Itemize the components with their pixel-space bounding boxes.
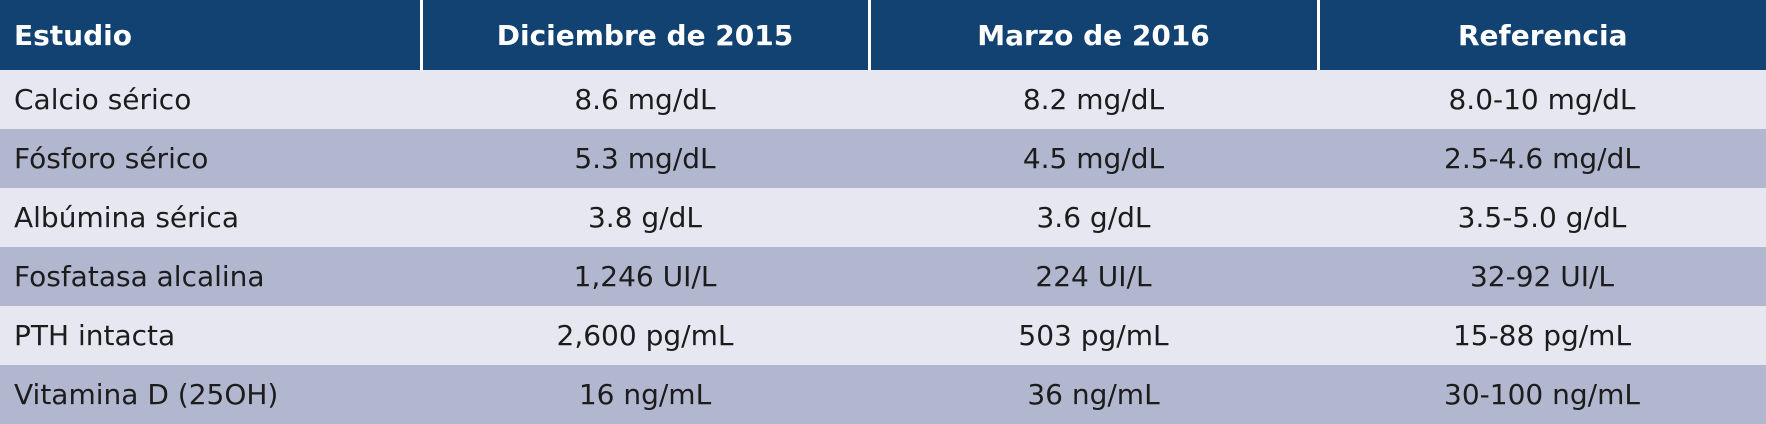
table-cell: 30-100 ng/mL xyxy=(1318,365,1766,424)
table-cell: 224 UI/L xyxy=(869,247,1318,306)
row-label: Fósforo sérico xyxy=(0,129,421,188)
table-cell: 8.6 mg/dL xyxy=(421,70,869,129)
table-row: Fósforo sérico 5.3 mg/dL 4.5 mg/dL 2.5-4.6 … xyxy=(0,129,1766,188)
table-cell: 1,246 UI/L xyxy=(421,247,869,306)
table-cell: 36 ng/mL xyxy=(869,365,1318,424)
header-row: Estudio Diciembre de 2015 Marzo de 2016 Ref… xyxy=(0,0,1766,70)
table-cell: 2,600 pg/mL xyxy=(421,306,869,365)
table-cell: 16 ng/mL xyxy=(421,365,869,424)
table-cell: 8.0-10 mg/dL xyxy=(1318,70,1766,129)
table-cell: 503 pg/mL xyxy=(869,306,1318,365)
table-row: PTH intacta 2,600 pg/mL 503 pg/mL 15-88 pg/… xyxy=(0,306,1766,365)
row-label: Vitamina D (25OH) xyxy=(0,365,421,424)
table-row: Vitamina D (25OH) 16 ng/mL 36 ng/mL 30-100 … xyxy=(0,365,1766,424)
row-label: Fosfatasa alcalina xyxy=(0,247,421,306)
table-row: Calcio sérico 8.6 mg/dL 8.2 mg/dL 8.0-10 mg… xyxy=(0,70,1766,129)
header-cell: Diciembre de 2015 xyxy=(419,0,869,70)
header-cell: Marzo de 2016 xyxy=(867,0,1318,70)
table-cell: 4.5 mg/dL xyxy=(869,129,1318,188)
table-body: Calcio sérico 8.6 mg/dL 8.2 mg/dL 8.0-10 mg… xyxy=(0,70,1766,424)
row-label: Calcio sérico xyxy=(0,70,421,129)
table-row: Albúmina sérica 3.8 g/dL 3.6 g/dL 3.5-5.0 g… xyxy=(0,188,1766,247)
table-cell: 15-88 pg/mL xyxy=(1318,306,1766,365)
table-row: Fosfatasa alcalina 1,246 UI/L 224 UI/L 32-9… xyxy=(0,247,1766,306)
row-label: Albúmina sérica xyxy=(0,188,421,247)
table-cell: 3.5-5.0 g/dL xyxy=(1318,188,1766,247)
row-label: PTH intacta xyxy=(0,306,421,365)
table-cell: 2.5-4.6 mg/dL xyxy=(1318,129,1766,188)
table-cell: 8.2 mg/dL xyxy=(869,70,1318,129)
table-cell: 3.8 g/dL xyxy=(421,188,869,247)
table-cell: 32-92 UI/L xyxy=(1318,247,1766,306)
table-cell: 5.3 mg/dL xyxy=(421,129,869,188)
table-cell: 3.6 g/dL xyxy=(869,188,1318,247)
header-cell: Estudio xyxy=(0,0,421,70)
header-cell: Referencia xyxy=(1316,0,1766,70)
